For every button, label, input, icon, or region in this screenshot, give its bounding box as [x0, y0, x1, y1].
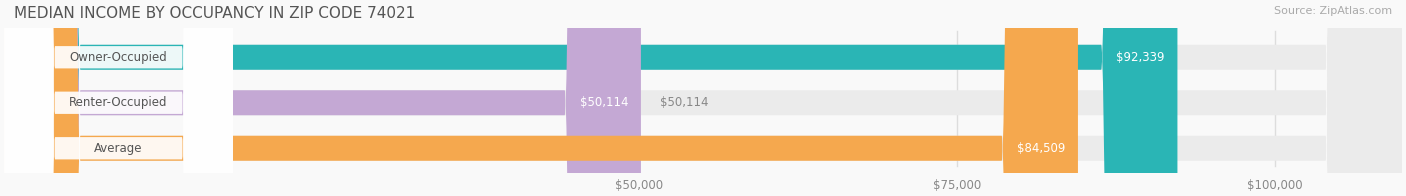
- Text: Renter-Occupied: Renter-Occupied: [69, 96, 167, 109]
- Text: MEDIAN INCOME BY OCCUPANCY IN ZIP CODE 74021: MEDIAN INCOME BY OCCUPANCY IN ZIP CODE 7…: [14, 6, 415, 21]
- Text: $50,114: $50,114: [659, 96, 709, 109]
- FancyBboxPatch shape: [4, 0, 1402, 196]
- FancyBboxPatch shape: [4, 0, 1078, 196]
- FancyBboxPatch shape: [4, 0, 233, 196]
- Text: $50,114: $50,114: [579, 96, 628, 109]
- FancyBboxPatch shape: [4, 0, 641, 196]
- FancyBboxPatch shape: [4, 0, 1177, 196]
- Text: $84,509: $84,509: [1017, 142, 1066, 155]
- FancyBboxPatch shape: [4, 0, 233, 196]
- FancyBboxPatch shape: [4, 0, 1402, 196]
- FancyBboxPatch shape: [4, 0, 1402, 196]
- Text: Source: ZipAtlas.com: Source: ZipAtlas.com: [1274, 6, 1392, 16]
- FancyBboxPatch shape: [4, 0, 233, 196]
- Text: $92,339: $92,339: [1116, 51, 1164, 64]
- Text: Owner-Occupied: Owner-Occupied: [70, 51, 167, 64]
- Text: Average: Average: [94, 142, 143, 155]
